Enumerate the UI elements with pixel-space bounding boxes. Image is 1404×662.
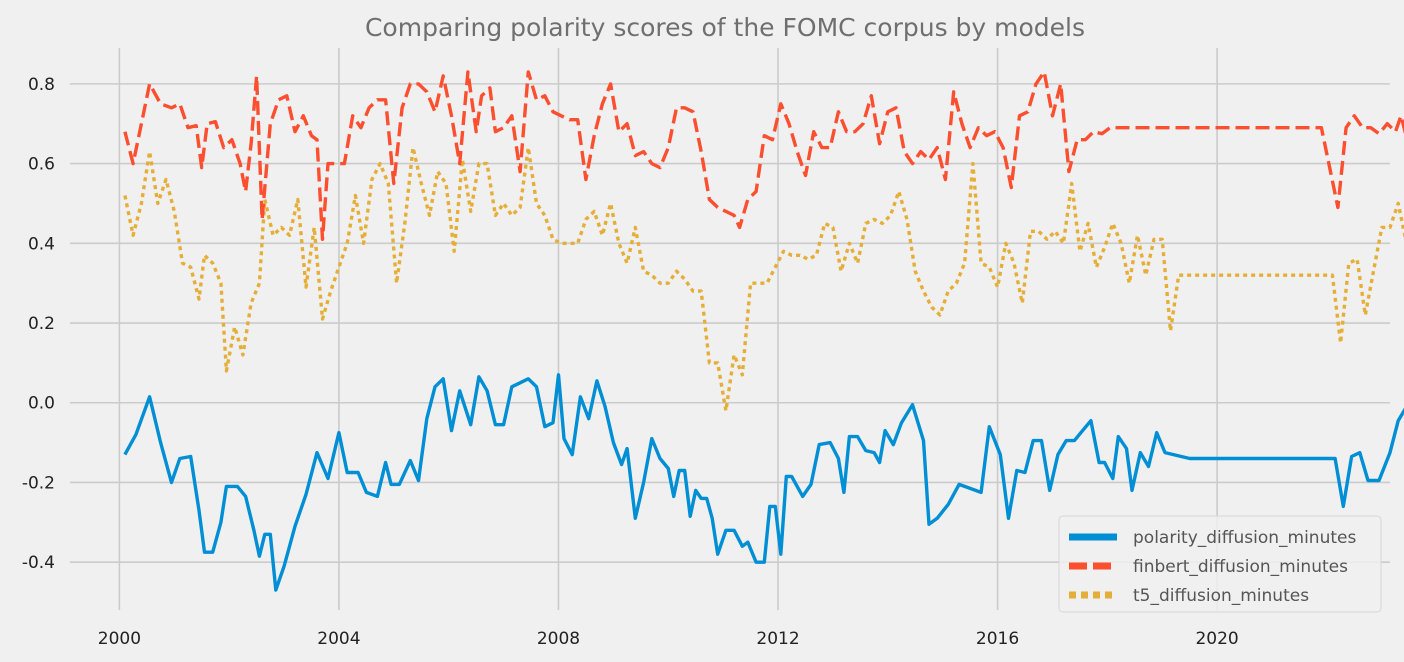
x-tick-label: 2008 bbox=[537, 629, 580, 649]
x-tick-label: 2016 bbox=[976, 629, 1019, 649]
legend-label-finbert_diffusion_minutes: finbert_diffusion_minutes bbox=[1133, 557, 1348, 577]
legend-label-t5_diffusion_minutes: t5_diffusion_minutes bbox=[1133, 586, 1309, 606]
y-tick-label: 0.2 bbox=[28, 314, 55, 334]
chart-title: Comparing polarity scores of the FOMC co… bbox=[365, 13, 1085, 42]
x-tick-label: 2000 bbox=[98, 629, 141, 649]
y-tick-label: 0.0 bbox=[28, 394, 55, 414]
series-line-polarity_diffusion_minutes bbox=[123, 373, 1404, 592]
y-tick-label: -0.4 bbox=[22, 553, 55, 573]
x-tick-label: 2020 bbox=[1195, 629, 1238, 649]
y-tick-label: 0.6 bbox=[28, 155, 55, 175]
legend: polarity_diffusion_minutes finbert_diffus… bbox=[1058, 515, 1382, 613]
x-tick-label: 2012 bbox=[756, 629, 799, 649]
x-tick-label: 2004 bbox=[317, 629, 360, 649]
legend-box bbox=[1058, 515, 1382, 613]
series-line-t5_diffusion_minutes bbox=[123, 145, 1404, 413]
y-tick-label: -0.2 bbox=[22, 473, 55, 493]
x-tick-labels: 2000 2004 2008 2012 2016 2020 bbox=[98, 629, 1239, 649]
y-tick-labels: 0.8 0.6 0.4 0.2 0.0 -0.2 -0.4 bbox=[22, 75, 55, 573]
y-tick-label: 0.8 bbox=[28, 75, 55, 95]
series-line-finbert_diffusion_minutes bbox=[123, 70, 1404, 241]
legend-label-polarity_diffusion_minutes: polarity_diffusion_minutes bbox=[1133, 528, 1356, 548]
y-tick-label: 0.4 bbox=[28, 234, 55, 254]
series-layer bbox=[123, 70, 1404, 592]
